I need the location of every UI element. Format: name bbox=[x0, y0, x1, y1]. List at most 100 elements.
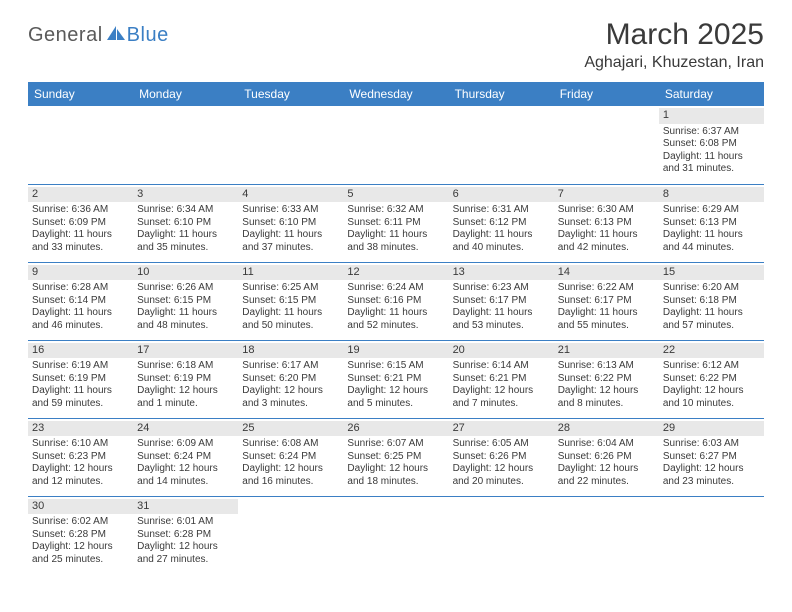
day-details: Sunrise: 6:36 AMSunset: 6:09 PMDaylight:… bbox=[32, 204, 129, 254]
day-line-sunrise: Sunrise: 6:05 AM bbox=[453, 438, 550, 451]
weekday-header: Wednesday bbox=[343, 82, 448, 106]
day-number: 10 bbox=[133, 265, 238, 281]
day-details: Sunrise: 6:19 AMSunset: 6:19 PMDaylight:… bbox=[32, 360, 129, 410]
day-number: 1 bbox=[659, 108, 764, 124]
day-line-day2: and 57 minutes. bbox=[663, 320, 760, 333]
calendar-cell: 13Sunrise: 6:23 AMSunset: 6:17 PMDayligh… bbox=[449, 262, 554, 340]
calendar-cell: 12Sunrise: 6:24 AMSunset: 6:16 PMDayligh… bbox=[343, 262, 448, 340]
day-details: Sunrise: 6:04 AMSunset: 6:26 PMDaylight:… bbox=[558, 438, 655, 488]
logo-text-blue: Blue bbox=[127, 24, 169, 47]
calendar-cell: 28Sunrise: 6:04 AMSunset: 6:26 PMDayligh… bbox=[554, 418, 659, 496]
day-line-sunset: Sunset: 6:17 PM bbox=[453, 295, 550, 308]
day-line-sunset: Sunset: 6:20 PM bbox=[242, 373, 339, 386]
day-line-sunrise: Sunrise: 6:02 AM bbox=[32, 516, 129, 529]
day-line-sunset: Sunset: 6:22 PM bbox=[663, 373, 760, 386]
day-number: 25 bbox=[238, 421, 343, 437]
day-details: Sunrise: 6:37 AMSunset: 6:08 PMDaylight:… bbox=[663, 126, 760, 176]
day-number: 5 bbox=[343, 187, 448, 203]
day-line-day2: and 12 minutes. bbox=[32, 476, 129, 489]
day-line-day1: Daylight: 11 hours bbox=[137, 307, 234, 320]
location-label: Aghajari, Khuzestan, Iran bbox=[584, 54, 764, 72]
day-details: Sunrise: 6:02 AMSunset: 6:28 PMDaylight:… bbox=[32, 516, 129, 566]
day-line-day2: and 48 minutes. bbox=[137, 320, 234, 333]
day-details: Sunrise: 6:14 AMSunset: 6:21 PMDaylight:… bbox=[453, 360, 550, 410]
day-line-sunset: Sunset: 6:17 PM bbox=[558, 295, 655, 308]
calendar-row: 23Sunrise: 6:10 AMSunset: 6:23 PMDayligh… bbox=[28, 418, 764, 496]
calendar-cell bbox=[554, 106, 659, 184]
day-line-sunrise: Sunrise: 6:07 AM bbox=[347, 438, 444, 451]
calendar-cell: 27Sunrise: 6:05 AMSunset: 6:26 PMDayligh… bbox=[449, 418, 554, 496]
day-number: 11 bbox=[238, 265, 343, 281]
day-line-day2: and 40 minutes. bbox=[453, 242, 550, 255]
calendar-cell: 7Sunrise: 6:30 AMSunset: 6:13 PMDaylight… bbox=[554, 184, 659, 262]
day-line-sunset: Sunset: 6:08 PM bbox=[663, 138, 760, 151]
day-line-sunrise: Sunrise: 6:09 AM bbox=[137, 438, 234, 451]
calendar-table: Sunday Monday Tuesday Wednesday Thursday… bbox=[28, 82, 764, 574]
day-number: 20 bbox=[449, 343, 554, 359]
day-line-sunset: Sunset: 6:10 PM bbox=[242, 217, 339, 230]
day-line-day2: and 31 minutes. bbox=[663, 163, 760, 176]
day-line-sunset: Sunset: 6:09 PM bbox=[32, 217, 129, 230]
calendar-cell bbox=[343, 106, 448, 184]
day-details: Sunrise: 6:26 AMSunset: 6:15 PMDaylight:… bbox=[137, 282, 234, 332]
calendar-cell: 11Sunrise: 6:25 AMSunset: 6:15 PMDayligh… bbox=[238, 262, 343, 340]
day-line-day2: and 8 minutes. bbox=[558, 398, 655, 411]
day-number: 23 bbox=[28, 421, 133, 437]
calendar-cell: 31Sunrise: 6:01 AMSunset: 6:28 PMDayligh… bbox=[133, 496, 238, 574]
day-line-sunrise: Sunrise: 6:10 AM bbox=[32, 438, 129, 451]
day-line-day2: and 18 minutes. bbox=[347, 476, 444, 489]
day-line-day2: and 23 minutes. bbox=[663, 476, 760, 489]
day-line-sunrise: Sunrise: 6:32 AM bbox=[347, 204, 444, 217]
day-line-sunrise: Sunrise: 6:20 AM bbox=[663, 282, 760, 295]
day-number: 6 bbox=[449, 187, 554, 203]
day-line-day1: Daylight: 12 hours bbox=[663, 463, 760, 476]
day-line-day1: Daylight: 11 hours bbox=[663, 151, 760, 164]
day-line-day1: Daylight: 11 hours bbox=[453, 307, 550, 320]
calendar-cell bbox=[28, 106, 133, 184]
day-details: Sunrise: 6:34 AMSunset: 6:10 PMDaylight:… bbox=[137, 204, 234, 254]
day-details: Sunrise: 6:24 AMSunset: 6:16 PMDaylight:… bbox=[347, 282, 444, 332]
day-line-sunrise: Sunrise: 6:15 AM bbox=[347, 360, 444, 373]
calendar-cell: 9Sunrise: 6:28 AMSunset: 6:14 PMDaylight… bbox=[28, 262, 133, 340]
day-line-day2: and 20 minutes. bbox=[453, 476, 550, 489]
day-line-day2: and 25 minutes. bbox=[32, 554, 129, 567]
day-details: Sunrise: 6:07 AMSunset: 6:25 PMDaylight:… bbox=[347, 438, 444, 488]
day-line-day2: and 42 minutes. bbox=[558, 242, 655, 255]
day-number: 8 bbox=[659, 187, 764, 203]
day-line-sunrise: Sunrise: 6:04 AM bbox=[558, 438, 655, 451]
calendar-cell: 25Sunrise: 6:08 AMSunset: 6:24 PMDayligh… bbox=[238, 418, 343, 496]
day-details: Sunrise: 6:20 AMSunset: 6:18 PMDaylight:… bbox=[663, 282, 760, 332]
day-number: 3 bbox=[133, 187, 238, 203]
day-line-day2: and 10 minutes. bbox=[663, 398, 760, 411]
day-details: Sunrise: 6:10 AMSunset: 6:23 PMDaylight:… bbox=[32, 438, 129, 488]
day-line-day1: Daylight: 12 hours bbox=[663, 385, 760, 398]
day-line-day2: and 35 minutes. bbox=[137, 242, 234, 255]
calendar-cell: 15Sunrise: 6:20 AMSunset: 6:18 PMDayligh… bbox=[659, 262, 764, 340]
day-line-day1: Daylight: 11 hours bbox=[137, 229, 234, 242]
calendar-cell: 17Sunrise: 6:18 AMSunset: 6:19 PMDayligh… bbox=[133, 340, 238, 418]
day-number: 9 bbox=[28, 265, 133, 281]
day-details: Sunrise: 6:31 AMSunset: 6:12 PMDaylight:… bbox=[453, 204, 550, 254]
day-line-day2: and 16 minutes. bbox=[242, 476, 339, 489]
calendar-cell: 2Sunrise: 6:36 AMSunset: 6:09 PMDaylight… bbox=[28, 184, 133, 262]
calendar-row: 9Sunrise: 6:28 AMSunset: 6:14 PMDaylight… bbox=[28, 262, 764, 340]
day-line-sunrise: Sunrise: 6:31 AM bbox=[453, 204, 550, 217]
day-line-sunrise: Sunrise: 6:33 AM bbox=[242, 204, 339, 217]
day-details: Sunrise: 6:29 AMSunset: 6:13 PMDaylight:… bbox=[663, 204, 760, 254]
day-line-sunset: Sunset: 6:22 PM bbox=[558, 373, 655, 386]
day-line-day1: Daylight: 12 hours bbox=[137, 385, 234, 398]
day-details: Sunrise: 6:33 AMSunset: 6:10 PMDaylight:… bbox=[242, 204, 339, 254]
calendar-cell: 20Sunrise: 6:14 AMSunset: 6:21 PMDayligh… bbox=[449, 340, 554, 418]
day-line-day1: Daylight: 11 hours bbox=[32, 307, 129, 320]
day-line-day1: Daylight: 11 hours bbox=[558, 229, 655, 242]
day-details: Sunrise: 6:22 AMSunset: 6:17 PMDaylight:… bbox=[558, 282, 655, 332]
day-line-sunset: Sunset: 6:27 PM bbox=[663, 451, 760, 464]
calendar-cell: 18Sunrise: 6:17 AMSunset: 6:20 PMDayligh… bbox=[238, 340, 343, 418]
day-line-sunset: Sunset: 6:19 PM bbox=[137, 373, 234, 386]
calendar-cell bbox=[238, 106, 343, 184]
day-line-sunset: Sunset: 6:26 PM bbox=[453, 451, 550, 464]
day-number: 16 bbox=[28, 343, 133, 359]
day-line-sunset: Sunset: 6:21 PM bbox=[347, 373, 444, 386]
day-line-day1: Daylight: 11 hours bbox=[242, 229, 339, 242]
day-line-sunset: Sunset: 6:24 PM bbox=[137, 451, 234, 464]
